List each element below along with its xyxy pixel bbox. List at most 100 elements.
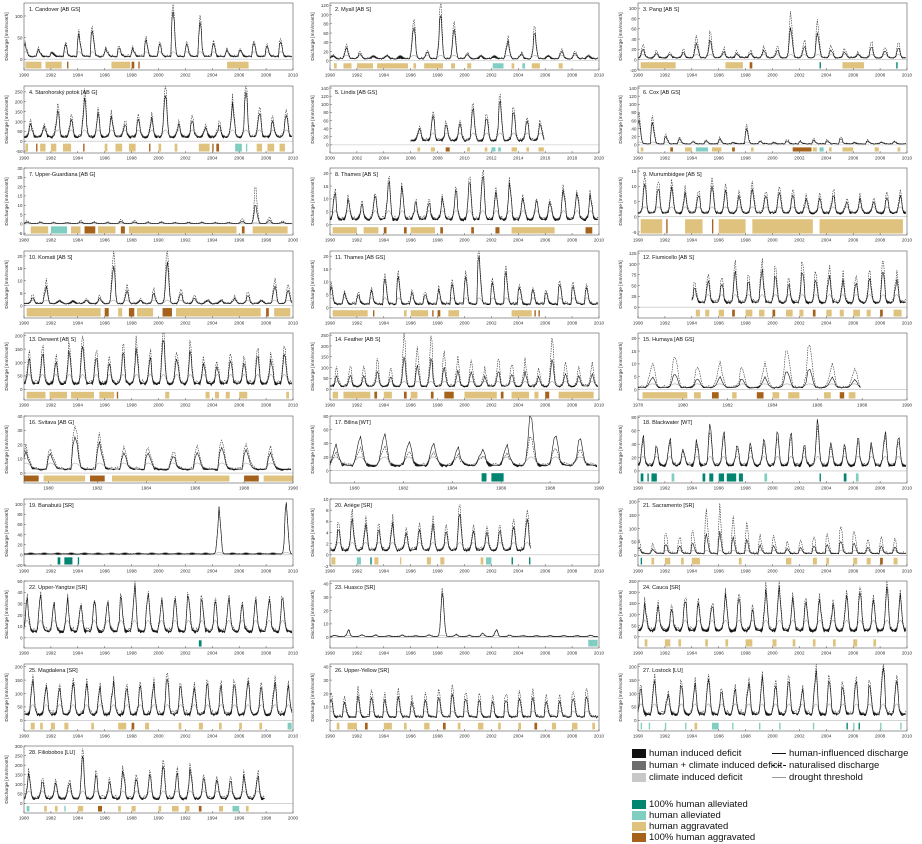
x-tick-label: 2000 [767, 651, 778, 656]
x-tick-label: 2002 [180, 156, 191, 161]
x-tick-label: 2002 [486, 73, 497, 78]
x-tick-label: 2004 [207, 156, 218, 161]
x-tick-label: 2000 [767, 734, 778, 739]
x-tick-label: 2008 [875, 156, 886, 161]
event-bar-ag [839, 309, 844, 317]
event-bar-fag [24, 475, 39, 482]
event-bar-fag [84, 226, 96, 234]
event-bar-ag [356, 63, 374, 69]
plot-frame [23, 250, 294, 319]
x-tick-label: 2010 [594, 238, 605, 243]
plot-frame [23, 167, 294, 236]
y-tick-label: 0 [20, 387, 23, 392]
y-tick-label: 30 [17, 428, 23, 433]
x-tick-label: 2006 [540, 403, 551, 408]
event-bar-ag [745, 309, 753, 317]
y-tick-label: 25 [17, 175, 23, 180]
event-bar-ag [49, 391, 68, 399]
y-tick-label: 200 [629, 590, 637, 595]
x-tick-label: 1996 [234, 238, 245, 243]
legend-label: human alleviated [649, 810, 721, 821]
event-bar-ag [826, 557, 829, 565]
event-bar-ag [198, 143, 210, 152]
x-tick-label: 2004 [821, 651, 832, 656]
x-tick-label: 1994 [73, 73, 84, 78]
event-bar-fag [711, 219, 714, 234]
x-tick-label: 2006 [234, 651, 245, 656]
y-tick-label: 5 [634, 375, 637, 380]
event-bar-ag [426, 557, 431, 565]
event-bar-al [648, 722, 651, 730]
naturalised-discharge-line [329, 332, 598, 389]
event-bar-fag [437, 310, 441, 317]
x-tick-label: 1984 [447, 486, 458, 491]
event-bar-ag [893, 557, 898, 565]
plot-frame [637, 663, 908, 732]
y-tick-label: 20 [323, 135, 329, 140]
event-bar-ag [873, 639, 877, 647]
event-bar-fag [471, 227, 474, 234]
x-tick-label: 2004 [207, 734, 218, 739]
y-tick-label: 15 [631, 169, 637, 174]
legend-swatch [632, 749, 646, 758]
event-bar-ag [332, 227, 357, 234]
y-tick-label: 80 [323, 110, 329, 115]
x-tick-label: 2008 [875, 73, 886, 78]
event-bar-ag [824, 392, 831, 399]
event-bar-fag [212, 143, 214, 152]
x-tick-label: 2008 [261, 156, 272, 161]
x-tick-label: 1998 [432, 569, 443, 574]
event-bar-ag [136, 308, 154, 317]
event-bar-ag [259, 722, 263, 730]
legend-label: 100% human aggravated [649, 832, 756, 843]
event-bar-ag [50, 143, 57, 152]
y-tick-label: 0 [326, 305, 329, 310]
x-tick-label: 2004 [207, 321, 218, 326]
x-tick-label: 1990 [288, 486, 299, 491]
panel-title: 3. Pang [AB S] [643, 7, 680, 13]
x-tick-label: 1988 [239, 486, 250, 491]
x-tick-label: 2006 [540, 238, 551, 243]
y-tick-label: 100 [15, 691, 23, 696]
x-tick-label: 1996 [406, 73, 417, 78]
event-bar-ag [112, 475, 230, 482]
discharge-chart: 0 50 100 150 200 1990 1992 1994 1996 1998 2000 2002… [618, 663, 913, 739]
x-tick-label: 1996 [406, 403, 417, 408]
x-tick-label: 2010 [902, 73, 913, 78]
x-tick-label: 2002 [794, 73, 805, 78]
plot-frame [23, 745, 294, 814]
event-bar-fal [726, 473, 737, 482]
x-tick-label: 2006 [234, 734, 245, 739]
y-tick-label: 30 [323, 678, 329, 683]
event-bar-fag [149, 143, 151, 152]
x-tick-label: 2008 [567, 238, 578, 243]
y-tick-label: 40 [17, 532, 23, 537]
y-tick-label: 80 [631, 16, 637, 21]
y-tick-label: 150 [629, 513, 637, 518]
x-tick-label: 1992 [352, 734, 363, 739]
x-tick-label: 2000 [459, 734, 470, 739]
x-tick-label: 1994 [379, 569, 390, 574]
event-bar-fal [57, 557, 61, 565]
event-bar-ag [538, 147, 544, 152]
event-bar-ag [785, 309, 793, 317]
legend-item-human-deficit: human induced deficit [632, 748, 741, 759]
y-tick-label: 30 [17, 166, 23, 171]
event-bar-ag [40, 722, 43, 730]
x-tick-label: 1982 [46, 238, 57, 243]
legend-line-threshold [772, 777, 786, 778]
event-bar-ag [44, 805, 47, 812]
panel-24: 0 50 100 150 200 250 1990 1992 1994 1996 1998 2000 2… [614, 578, 914, 662]
y-tick-label: 100 [629, 102, 637, 107]
x-tick-label: 1996 [100, 321, 111, 326]
x-tick-label: 1990 [19, 156, 30, 161]
event-bar-ag [759, 309, 765, 317]
event-bar-ag [377, 63, 409, 69]
x-tick-label: 1994 [687, 321, 698, 326]
x-tick-label: 2008 [875, 734, 886, 739]
event-bar-fag [880, 309, 883, 317]
y-tick-label: 150 [15, 347, 23, 352]
legend-item-human-influenced: human-influenced discharge [772, 748, 908, 759]
event-bar-ag [97, 226, 116, 234]
x-tick-label: 2006 [848, 156, 859, 161]
